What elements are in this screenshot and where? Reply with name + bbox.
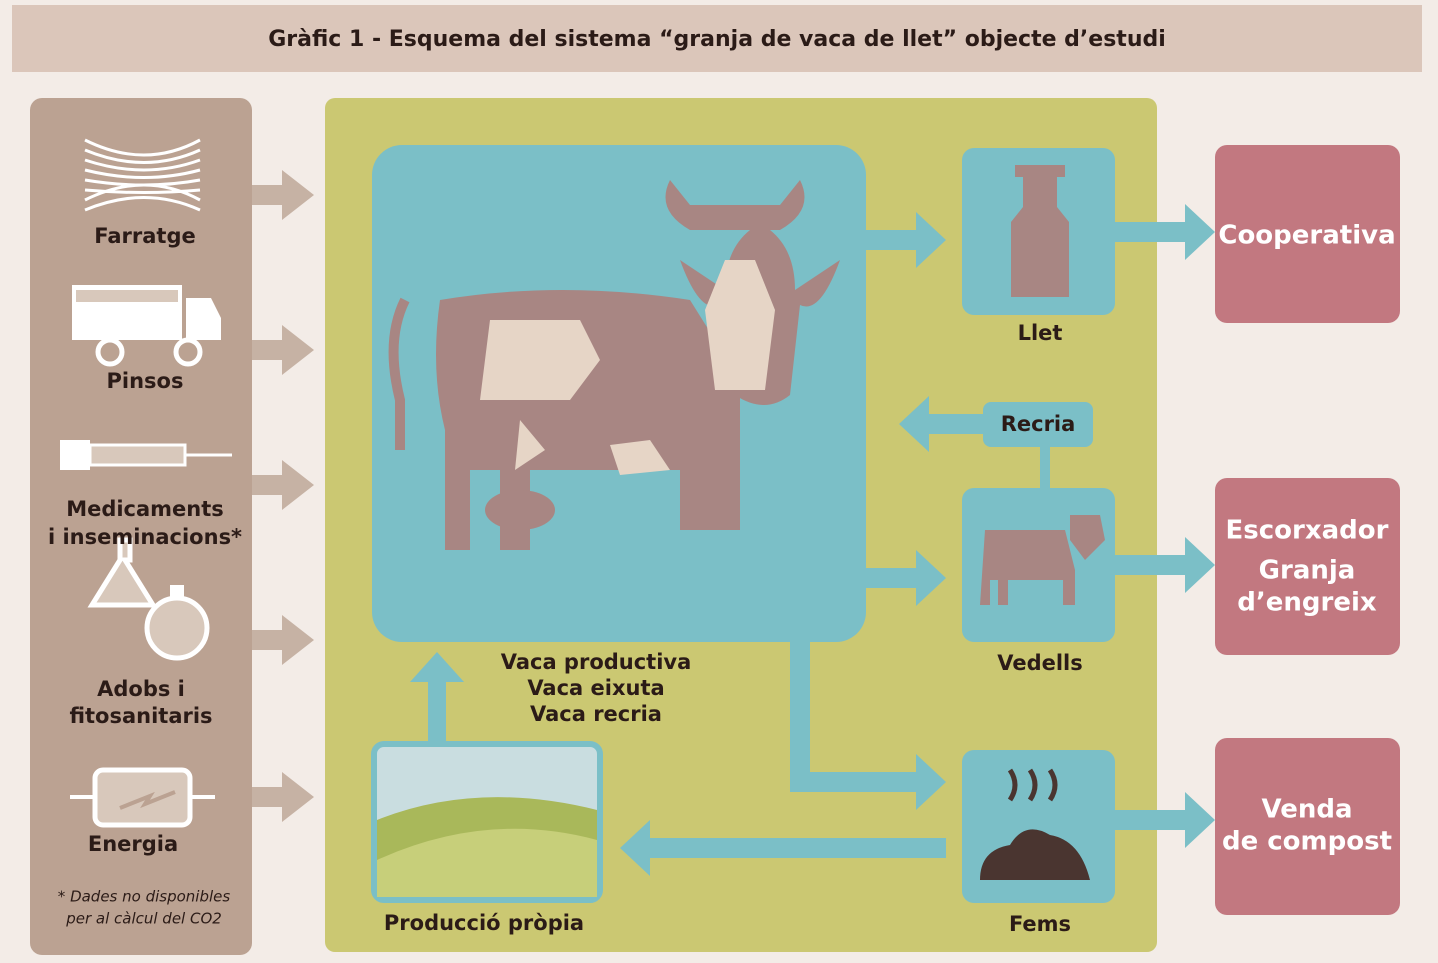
input-label: Farratge [94, 224, 195, 248]
output-label: Escorxador [1226, 516, 1389, 546]
output-label: de compost [1222, 827, 1392, 857]
cow-label: Vaca eixuta [527, 676, 664, 700]
input-label: Energia [88, 832, 178, 856]
output-label: d’engreix [1237, 588, 1377, 618]
manure-box [962, 750, 1115, 903]
input-label: Medicaments [66, 497, 224, 521]
rearing-label: Recria [1001, 412, 1076, 436]
field-label: Producció pròpia [384, 911, 584, 935]
diagram: Gràfic 1 - Esquema del sistema “granja d… [0, 0, 1438, 963]
footnote: per al càlcul del CO2 [65, 910, 222, 928]
input-label: i inseminacions* [48, 525, 242, 549]
input-label: Pinsos [107, 369, 184, 393]
cow-label: Vaca productiva [501, 650, 692, 674]
output-label: Granja [1259, 556, 1356, 586]
footnote: * Dades no disponibles [58, 888, 231, 906]
cow-label: Vaca recria [530, 702, 662, 726]
milk-label: Llet [1018, 321, 1063, 345]
output-label: Cooperativa [1218, 221, 1395, 251]
calves-label: Vedells [997, 651, 1083, 675]
input-label: fitosanitaris [69, 704, 212, 728]
output-label: Venda [1262, 795, 1353, 825]
title: Gràfic 1 - Esquema del sistema “granja d… [268, 27, 1166, 52]
input-label: Adobs i [97, 677, 185, 701]
manure-label: Fems [1009, 912, 1071, 936]
